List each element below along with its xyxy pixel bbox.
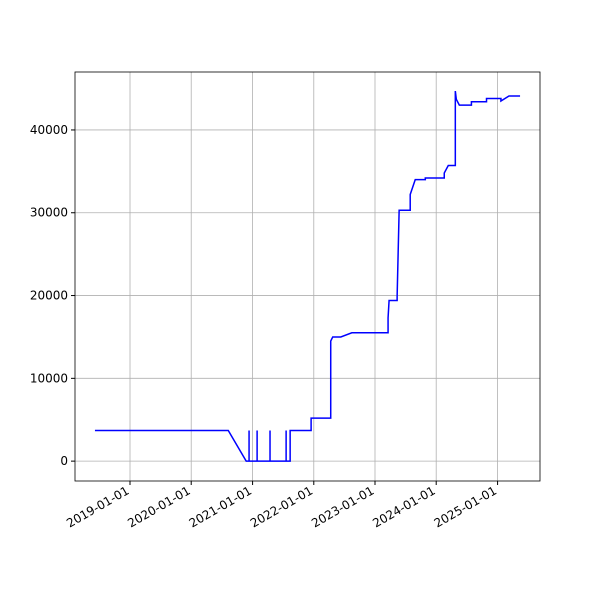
- y-tick-label: 30000: [30, 206, 68, 220]
- line: [94, 90, 521, 462]
- y-tick-label: 20000: [30, 289, 68, 303]
- plot-frame: [74, 71, 541, 482]
- y-tick-label: 0: [60, 454, 68, 468]
- y-tick-label: 40000: [30, 123, 68, 137]
- y-tick-label: 10000: [30, 371, 68, 385]
